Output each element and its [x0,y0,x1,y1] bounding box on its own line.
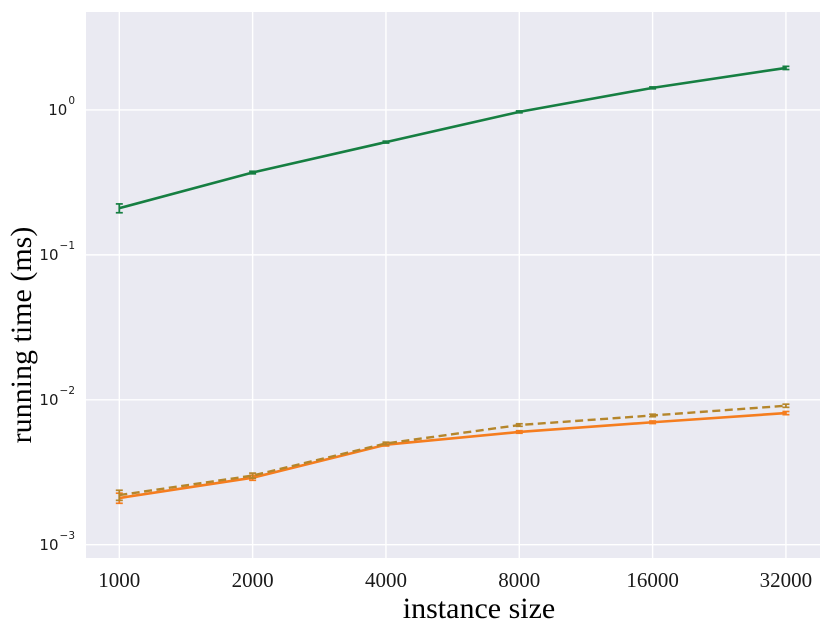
x-axis-label: instance size [402,592,556,625]
series-green-solid-line [118,66,787,210]
y-tick-label: 10−3 [39,529,75,554]
x-tick-label: 4000 [364,568,407,592]
plot-area [86,12,820,558]
x-tick-label: 8000 [498,568,541,592]
y-tick-label: 10−1 [39,239,75,264]
x-tick-label: 16000 [626,568,679,592]
x-tick-label: 32000 [759,568,813,592]
series-orange-dashed-line [119,404,787,497]
y-axis-label: running time (ms) [5,226,38,444]
x-tick-label: 2000 [231,568,274,592]
x-tick-label: 1000 [98,568,141,592]
series-orange-solid-line [119,411,787,500]
y-tick-label: 100 [48,95,75,119]
y-tick-label: 10−2 [39,384,75,409]
